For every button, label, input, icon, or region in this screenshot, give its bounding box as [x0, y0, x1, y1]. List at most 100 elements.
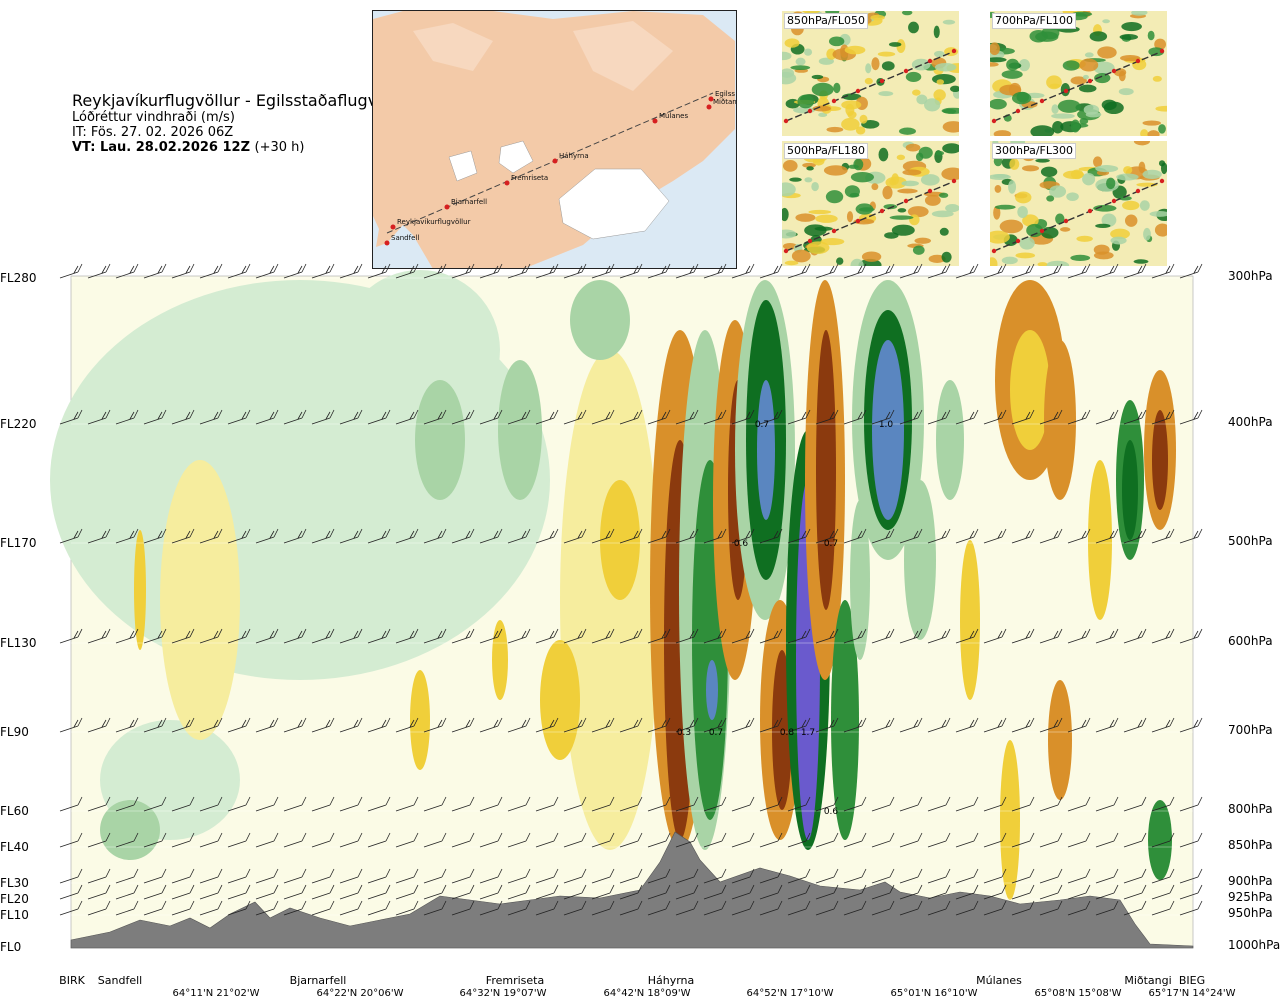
thumb-field-cell [1051, 104, 1059, 114]
wind-barb [563, 628, 587, 644]
wind-barb [787, 263, 811, 279]
wind-barb [1123, 868, 1147, 884]
thumb-field-cell [1155, 105, 1167, 112]
wind-barb [115, 868, 139, 884]
thumb-field-cell [1120, 54, 1141, 62]
thumb-field-cell [1078, 84, 1097, 93]
thumb-station-dot [903, 68, 909, 74]
thumbnail-850hpa[interactable]: 850hPa/FL050 [782, 11, 959, 136]
thumb-field-cell [1082, 172, 1096, 186]
station-label: BIRK [59, 974, 85, 987]
wind-barb [171, 528, 195, 544]
wind-barb [815, 884, 839, 900]
wind-barb [255, 884, 279, 900]
wind-barb [647, 884, 671, 900]
wind-barb [703, 900, 727, 916]
flight-level-label: FL0 [0, 940, 22, 954]
thumb-field-cell [1160, 162, 1167, 175]
thumb-field-cell [833, 82, 841, 94]
flight-level-label: FL60 [0, 804, 29, 818]
thumb-field-cell [855, 203, 874, 215]
wind-barb [115, 717, 139, 733]
coordinate-label: 64°22'N 20°06'W [316, 988, 404, 999]
thumb-field-cell [941, 251, 952, 263]
wind-barb [591, 900, 615, 916]
wind-barb [703, 717, 727, 733]
wind-barb [507, 717, 531, 733]
wind-barb [591, 628, 615, 644]
wind-barb [507, 409, 531, 425]
wind-barb [787, 409, 811, 425]
thumbnail-700hpa[interactable]: 700hPa/FL100 [990, 11, 1167, 136]
route-map: Reykjavíkurflugvöllur Sandfell Bjarnarfell… [372, 10, 737, 269]
coordinate-label: 65°17'N 14°24'W [1148, 988, 1236, 999]
wind-barb [395, 900, 419, 916]
wind-barb [647, 717, 671, 733]
wind-barb [143, 900, 167, 916]
wind-barb [899, 884, 923, 900]
wind-barb [899, 528, 923, 544]
thumb-field-cell [1083, 104, 1100, 115]
thumb-field-cell [782, 51, 792, 61]
glacier-vatnajokull [558, 168, 670, 240]
velocity-contour [410, 670, 430, 770]
wind-barb [199, 528, 223, 544]
thumb-station-dot [1159, 178, 1165, 184]
thumb-field-cell [933, 25, 940, 39]
wind-barb [731, 628, 755, 644]
thumb-field-cell [1017, 205, 1028, 219]
wind-barb [311, 528, 335, 544]
thumb-field-cell [896, 154, 906, 161]
thumb-field-cell [1022, 214, 1039, 227]
thumb-field-cell [878, 147, 889, 162]
flight-level-label: FL130 [0, 636, 37, 650]
flight-level-label: FL20 [0, 892, 29, 906]
wind-barb [535, 717, 559, 733]
wind-barb [731, 409, 755, 425]
thumb-field-cell [1062, 170, 1085, 179]
wind-barb [731, 900, 755, 916]
thumb-station-dot [1039, 228, 1045, 234]
thumb-station-dot [1015, 108, 1021, 114]
wind-barb [591, 796, 615, 812]
thumb-field-cell [990, 62, 999, 67]
thumb-field-cell [1009, 158, 1020, 170]
thumb-field-cell [836, 257, 844, 265]
wind-barb [227, 868, 251, 884]
thumb-station-dot [1039, 98, 1045, 104]
wind-barb [59, 409, 83, 425]
wind-barb [87, 868, 111, 884]
wind-barb [283, 528, 307, 544]
thumbnail-700hpa-svg [990, 11, 1167, 136]
map-stations: Reykjavíkurflugvöllur Sandfell Bjarnarfell… [384, 90, 736, 246]
wind-barb [563, 900, 587, 916]
thumb-field-cell [908, 21, 919, 34]
wind-barb [395, 628, 419, 644]
wind-barb [283, 409, 307, 425]
wind-barb [1151, 796, 1175, 812]
wind-barb [1095, 868, 1119, 884]
pressure-level-label: 700hPa [1228, 723, 1273, 737]
wind-barb [227, 796, 251, 812]
wind-barb [199, 717, 223, 733]
wind-barb [675, 868, 699, 884]
wind-barb [367, 832, 391, 848]
wind-barb [115, 884, 139, 900]
wind-barb [815, 628, 839, 644]
thumb-field-cell [1011, 91, 1032, 105]
wind-barb [227, 628, 251, 644]
thumbnail-500hpa[interactable]: 500hPa/FL180 [782, 141, 959, 266]
thumb-field-cell [999, 84, 1022, 96]
wind-barb [1095, 628, 1119, 644]
wind-barb [619, 868, 643, 884]
wind-barb [675, 796, 699, 812]
wind-barb [843, 884, 867, 900]
wind-barb [871, 717, 895, 733]
wind-barb [451, 409, 475, 425]
wind-barb [955, 900, 979, 916]
thumb-field-cell [901, 180, 919, 187]
wind-barb [955, 263, 979, 279]
wind-barb [899, 832, 923, 848]
thumbnail-300hpa[interactable]: 300hPa/FL300 [990, 141, 1167, 266]
